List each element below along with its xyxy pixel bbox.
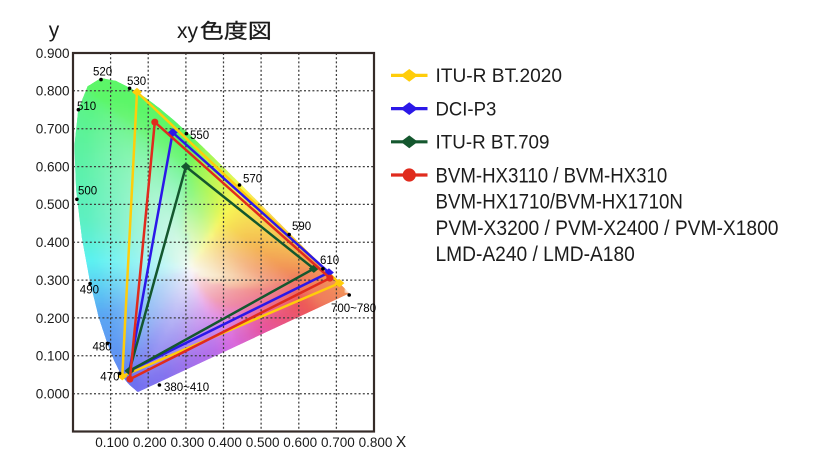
- svg-text:470: 470: [100, 372, 119, 384]
- svg-text:ITU-R BT.2020: ITU-R BT.2020: [436, 65, 563, 87]
- svg-text:BVM-HX3110 / BVM-HX310: BVM-HX3110 / BVM-HX310: [436, 165, 668, 188]
- svg-text:0.500: 0.500: [246, 435, 280, 450]
- svg-text:BVM-HX1710/BVM-HX1710N: BVM-HX1710/BVM-HX1710N: [436, 191, 683, 214]
- svg-text:X: X: [396, 434, 407, 451]
- svg-text:0.100: 0.100: [36, 349, 70, 364]
- svg-text:520: 520: [93, 67, 112, 79]
- svg-text:700~780: 700~780: [331, 303, 376, 315]
- svg-text:500: 500: [78, 186, 97, 198]
- svg-text:0.600: 0.600: [283, 435, 317, 450]
- svg-text:0.300: 0.300: [36, 273, 70, 288]
- svg-text:0.600: 0.600: [36, 159, 70, 174]
- svg-text:0.200: 0.200: [36, 311, 70, 326]
- svg-text:0.100: 0.100: [95, 435, 129, 450]
- svg-text:380~410: 380~410: [164, 382, 209, 394]
- svg-text:530: 530: [127, 76, 146, 88]
- svg-text:570: 570: [243, 174, 262, 186]
- svg-text:0.700: 0.700: [36, 122, 70, 137]
- svg-text:0.500: 0.500: [36, 197, 70, 212]
- svg-text:DCI-P3: DCI-P3: [436, 98, 497, 120]
- svg-text:0.400: 0.400: [208, 435, 242, 450]
- svg-text:480: 480: [93, 342, 112, 354]
- svg-text:610: 610: [320, 255, 339, 267]
- svg-text:0.700: 0.700: [321, 435, 355, 450]
- svg-text:550: 550: [190, 130, 209, 142]
- svg-text:0.200: 0.200: [133, 435, 167, 450]
- svg-text:LMD-A240 / LMD-A180: LMD-A240 / LMD-A180: [436, 243, 635, 266]
- svg-text:510: 510: [77, 101, 96, 113]
- svg-text:590: 590: [292, 221, 311, 233]
- svg-text:xy: xy: [177, 20, 199, 43]
- svg-text:0.900: 0.900: [36, 46, 70, 61]
- svg-text:0.000: 0.000: [36, 387, 70, 402]
- svg-text:y: y: [49, 19, 60, 42]
- svg-text:0.400: 0.400: [36, 235, 70, 250]
- svg-text:0.800: 0.800: [36, 84, 70, 99]
- svg-text:0.300: 0.300: [171, 435, 205, 450]
- svg-text:PVM-X3200 / PVM-X2400 / PVM-X1: PVM-X3200 / PVM-X2400 / PVM-X1800: [436, 217, 779, 240]
- svg-text:0.800: 0.800: [359, 435, 393, 450]
- svg-text:490: 490: [80, 285, 99, 297]
- svg-text:ITU-R BT.709: ITU-R BT.709: [436, 132, 550, 154]
